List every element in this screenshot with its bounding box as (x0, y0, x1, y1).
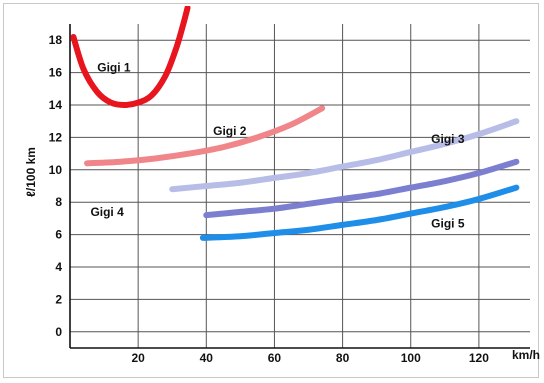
series-line-gigi-1 (70, 6, 191, 109)
x-tick-label: 120 (469, 351, 489, 365)
y-tick-label: 8 (55, 195, 62, 209)
y-tick-label: 0 (55, 325, 62, 339)
x-tick-label: 100 (401, 351, 421, 365)
series-line-gigi-4 (203, 158, 520, 219)
y-tick-label: 6 (55, 228, 62, 242)
axes (69, 24, 530, 349)
series-label-gigi-1: Gigi 1 (97, 61, 131, 75)
y-tick-label: 18 (49, 33, 63, 47)
series-label-gigi-2: Gigi 2 (213, 124, 247, 138)
chart-frame (3, 3, 539, 378)
series-group (70, 6, 520, 241)
x-tick-label: 40 (200, 351, 214, 365)
y-tick-label: 16 (49, 66, 63, 80)
x-tick-label: 80 (336, 351, 350, 365)
y-tick-label: 12 (49, 130, 63, 144)
series-line-gigi-5 (199, 184, 520, 241)
y-tick-label: 10 (49, 163, 63, 177)
tick-labels: 20 40 60 80 100 120 0 2 4 6 8 10 12 14 16 18 (49, 33, 490, 365)
series-line-gigi-3 (169, 118, 520, 193)
x-tick-label: 20 (131, 351, 145, 365)
series-labels: Gigi 1 Gigi 2 Gigi 3 Gigi 4 Gigi 5 (90, 61, 464, 231)
y-tick-label: 14 (49, 98, 63, 112)
y-tick-label: 4 (55, 260, 62, 274)
y-tick-label: 2 (55, 292, 62, 306)
series-line-gigi-2 (84, 105, 326, 167)
y-axis-label: ℓ/100 km (24, 147, 38, 197)
grid (70, 24, 530, 348)
series-label-gigi-3: Gigi 3 (431, 132, 465, 146)
series-label-gigi-5: Gigi 5 (431, 216, 465, 230)
x-tick-label: 60 (268, 351, 282, 365)
series-label-gigi-4: Gigi 4 (90, 205, 124, 219)
x-axis-label: km/h (512, 348, 540, 362)
